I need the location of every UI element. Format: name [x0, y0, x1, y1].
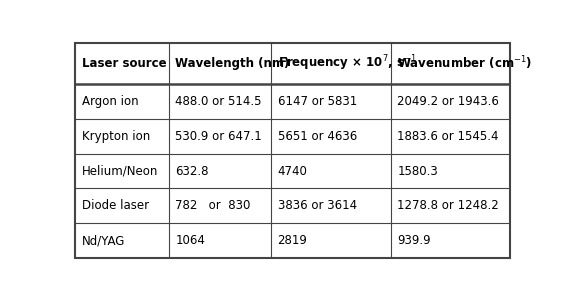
Text: 2819: 2819 [278, 234, 307, 247]
Text: 6147 or 5831: 6147 or 5831 [278, 95, 357, 108]
Text: Diode laser: Diode laser [82, 200, 148, 212]
Text: Nd/YAG: Nd/YAG [82, 234, 125, 247]
Text: 4740: 4740 [278, 165, 307, 177]
Text: 1278.8 or 1248.2: 1278.8 or 1248.2 [397, 200, 499, 212]
Text: 1064: 1064 [175, 234, 205, 247]
Text: 2049.2 or 1943.6: 2049.2 or 1943.6 [397, 95, 499, 108]
Text: 632.8: 632.8 [175, 165, 208, 177]
Text: 3836 or 3614: 3836 or 3614 [278, 200, 357, 212]
Text: 488.0 or 514.5: 488.0 or 514.5 [175, 95, 262, 108]
Text: Wavelength (nm): Wavelength (nm) [175, 57, 289, 70]
Text: 1580.3: 1580.3 [397, 165, 438, 177]
Text: 1883.6 or 1545.4: 1883.6 or 1545.4 [397, 130, 498, 143]
Text: Argon ion: Argon ion [82, 95, 138, 108]
Text: 5651 or 4636: 5651 or 4636 [278, 130, 357, 143]
Text: Helium/Neon: Helium/Neon [82, 165, 158, 177]
Text: Frequency × 10$^{7}$, s$^{-1}$: Frequency × 10$^{7}$, s$^{-1}$ [278, 54, 416, 73]
Text: 530.9 or 647.1: 530.9 or 647.1 [175, 130, 262, 143]
Text: 939.9: 939.9 [397, 234, 431, 247]
Text: Laser source: Laser source [82, 57, 166, 70]
Text: Krypton ion: Krypton ion [82, 130, 150, 143]
Text: 782   or  830: 782 or 830 [175, 200, 251, 212]
Text: Wavenumber (cm$^{-1}$): Wavenumber (cm$^{-1}$) [397, 54, 533, 72]
